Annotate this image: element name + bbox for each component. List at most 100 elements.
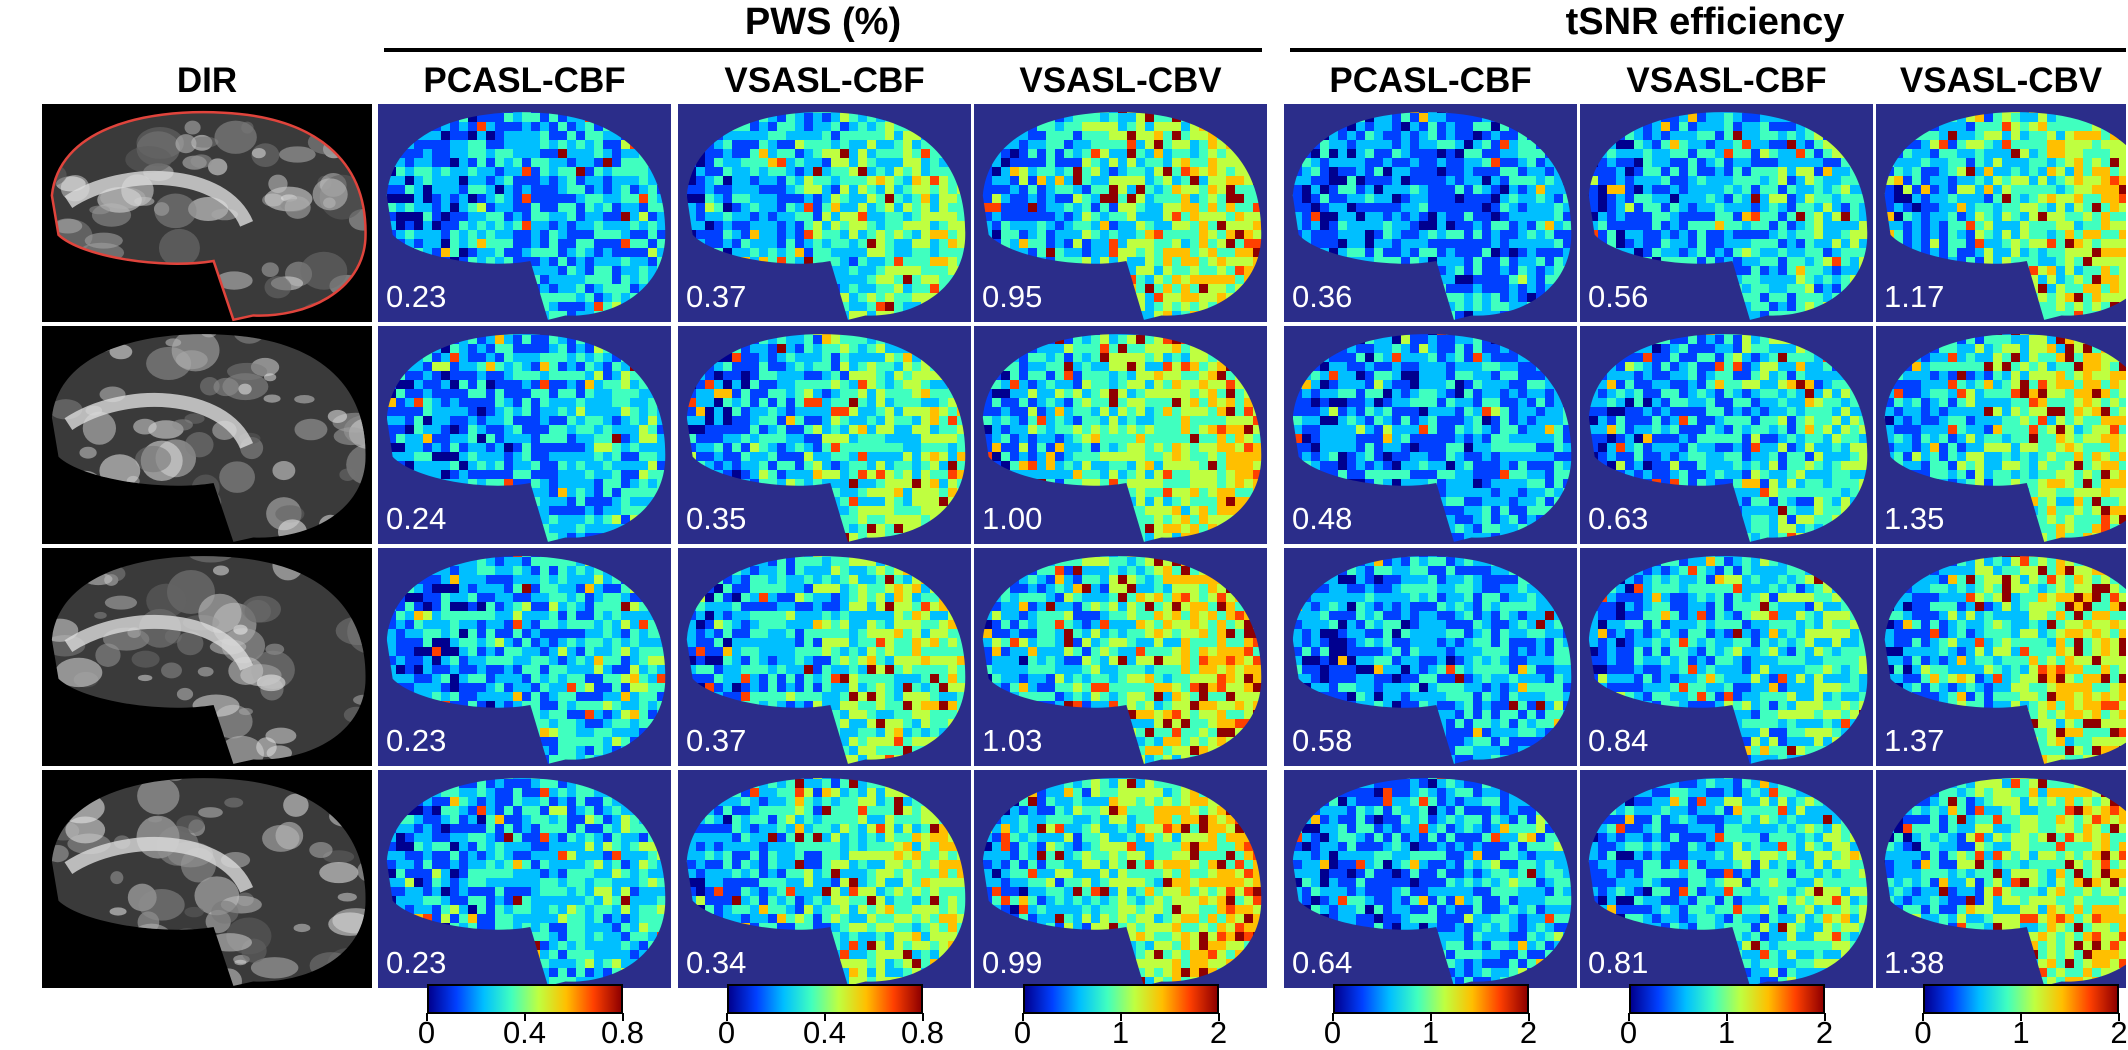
map-voxel — [405, 221, 414, 230]
map-voxel — [1948, 275, 1957, 284]
map-voxel — [1500, 158, 1509, 167]
map-voxel — [477, 230, 486, 239]
map-voxel — [678, 149, 687, 158]
map-voxel — [495, 293, 504, 302]
map-voxel — [1163, 266, 1172, 275]
map-voxel — [1226, 122, 1235, 131]
map-voxel — [885, 158, 894, 167]
map-voxel — [1410, 302, 1419, 311]
map-voxel — [522, 221, 531, 230]
map-voxel — [621, 239, 630, 248]
map-voxel — [1037, 203, 1046, 212]
map-voxel — [1329, 203, 1338, 212]
map-voxel — [531, 257, 540, 266]
map-voxel — [1679, 212, 1688, 221]
map-voxel — [1724, 104, 1733, 113]
map-voxel — [522, 149, 531, 158]
map-voxel — [1509, 266, 1518, 275]
map-voxel — [750, 293, 759, 302]
map-voxel — [558, 239, 567, 248]
map-voxel — [795, 203, 804, 212]
map-voxel — [921, 113, 930, 122]
map-voxel — [1688, 104, 1697, 113]
map-voxel — [1697, 149, 1706, 158]
map-voxel — [1100, 203, 1109, 212]
map-voxel — [1217, 122, 1226, 131]
map-voxel — [1365, 167, 1374, 176]
map-voxel — [1742, 248, 1751, 257]
map-voxel — [1127, 149, 1136, 158]
map-voxel — [840, 104, 849, 113]
map-voxel — [732, 257, 741, 266]
map-voxel — [1876, 203, 1885, 212]
map-voxel — [795, 230, 804, 239]
map-voxel — [441, 176, 450, 185]
map-voxel — [1064, 248, 1073, 257]
map-voxel — [1850, 221, 1859, 230]
map-voxel — [1868, 122, 1873, 131]
map-voxel — [974, 194, 983, 203]
map-voxel — [1545, 275, 1554, 284]
map-voxel — [1302, 266, 1311, 275]
map-voxel — [1109, 320, 1118, 322]
map-voxel — [1064, 212, 1073, 221]
map-voxel — [1383, 122, 1392, 131]
map-voxel — [1778, 113, 1787, 122]
map-voxel — [1311, 104, 1320, 113]
map-voxel — [414, 248, 423, 257]
map-voxel — [759, 302, 768, 311]
map-voxel — [1688, 149, 1697, 158]
map-voxel — [1500, 293, 1509, 302]
map-voxel — [1589, 113, 1598, 122]
map-voxel — [1760, 185, 1769, 194]
map-voxel — [1697, 284, 1706, 293]
map-voxel — [1957, 176, 1966, 185]
map-voxel — [2038, 248, 2047, 257]
map-voxel — [1589, 320, 1598, 322]
map-voxel — [2029, 275, 2038, 284]
map-voxel — [1284, 212, 1293, 221]
map-voxel — [1715, 275, 1724, 284]
map-voxel — [1374, 167, 1383, 176]
map-voxel — [2056, 275, 2065, 284]
map-voxel — [1437, 284, 1446, 293]
map-voxel — [1554, 239, 1563, 248]
map-voxel — [1154, 131, 1163, 140]
map-voxel — [486, 293, 495, 302]
map-voxel — [1769, 122, 1778, 131]
map-voxel — [858, 302, 867, 311]
map-voxel — [666, 185, 671, 194]
map-voxel — [1580, 212, 1589, 221]
map-voxel — [831, 302, 840, 311]
map-voxel — [576, 185, 585, 194]
map-voxel — [1374, 302, 1383, 311]
map-voxel — [1724, 284, 1733, 293]
map-voxel — [1145, 293, 1154, 302]
map-voxel — [1885, 104, 1894, 113]
map-voxel — [1064, 185, 1073, 194]
map-voxel — [1518, 275, 1527, 284]
map-voxel — [1311, 203, 1320, 212]
map-voxel — [714, 131, 723, 140]
map-voxel — [522, 131, 531, 140]
map-voxel — [1208, 113, 1217, 122]
map-voxel — [948, 149, 957, 158]
map-voxel — [1419, 275, 1428, 284]
map-voxel — [939, 212, 948, 221]
map-voxel — [513, 311, 522, 320]
map-voxel — [1769, 185, 1778, 194]
map-voxel — [1419, 131, 1428, 140]
map-voxel — [594, 158, 603, 167]
map-voxel — [1921, 167, 1930, 176]
map-voxel — [849, 284, 858, 293]
map-voxel — [1329, 230, 1338, 239]
map-voxel — [831, 158, 840, 167]
map-voxel — [1518, 104, 1527, 113]
map-voxel — [2083, 167, 2092, 176]
map-voxel — [1037, 185, 1046, 194]
map-voxel — [558, 293, 567, 302]
map-voxel — [1037, 104, 1046, 113]
map-voxel — [1948, 293, 1957, 302]
map-voxel — [786, 131, 795, 140]
map-voxel — [513, 149, 522, 158]
